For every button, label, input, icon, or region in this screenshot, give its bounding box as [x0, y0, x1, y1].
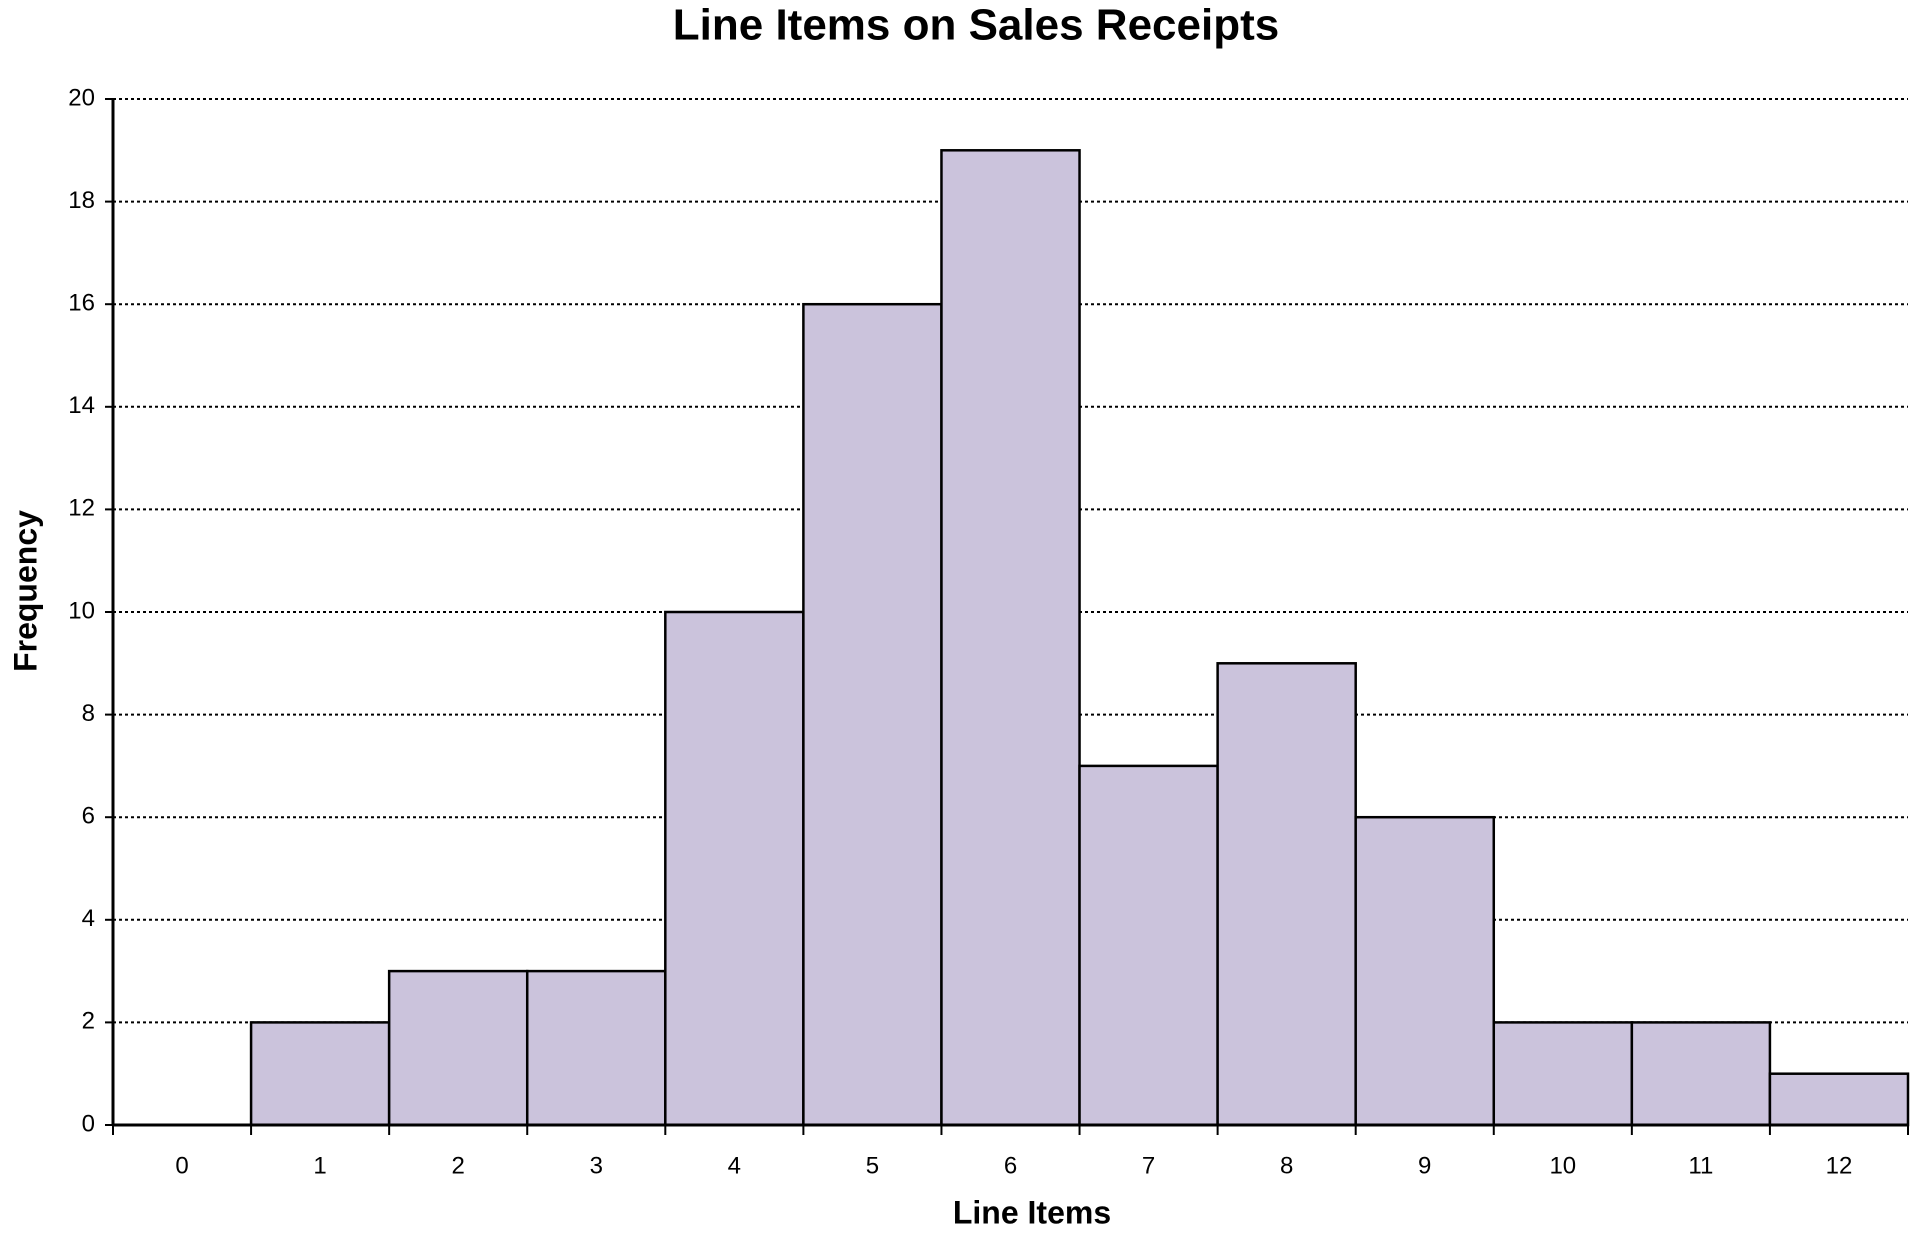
x-tick-label: 12 [1826, 1152, 1853, 1179]
x-tick-label: 9 [1418, 1152, 1431, 1179]
x-tick-label: 8 [1280, 1152, 1293, 1179]
y-tick-label: 12 [68, 495, 95, 522]
bar [940, 149, 1081, 1127]
y-tick-label: 8 [82, 700, 95, 727]
x-tick-label: 10 [1549, 1152, 1576, 1179]
y-tick-label: 20 [68, 84, 95, 111]
y-tick-label: 16 [68, 290, 95, 317]
x-tick-label: 4 [728, 1152, 741, 1179]
y-tick-label: 2 [82, 1008, 95, 1035]
bar [1630, 1021, 1772, 1127]
x-axis-label: Line Items [953, 1194, 1111, 1230]
y-tick-label: 10 [68, 597, 95, 624]
x-tick-label: 5 [866, 1152, 879, 1179]
bar [1078, 764, 1219, 1127]
y-tick-label: 4 [82, 905, 95, 932]
bar [525, 969, 667, 1127]
y-tick-label: 18 [68, 187, 95, 214]
y-tick-label: 6 [82, 803, 95, 830]
bar [387, 969, 529, 1127]
x-tick-label: 1 [313, 1152, 326, 1179]
bar [1354, 815, 1496, 1127]
y-axis-label: Frequency [7, 510, 43, 672]
bar [1492, 1021, 1634, 1127]
x-tick-label: 3 [590, 1152, 603, 1179]
x-tick-label: 7 [1142, 1152, 1155, 1179]
bar [1216, 662, 1357, 1127]
bar [1768, 1072, 1910, 1127]
bar [802, 302, 943, 1127]
bar [664, 610, 805, 1127]
y-tick-label: 14 [68, 392, 95, 419]
x-tick-label: 0 [175, 1152, 188, 1179]
bar [249, 1021, 391, 1127]
x-tick-label: 6 [1004, 1152, 1017, 1179]
x-tick-label: 2 [452, 1152, 465, 1179]
y-tick-label: 0 [82, 1110, 95, 1137]
x-tick-label: 11 [1688, 1152, 1713, 1179]
chart-title: Line Items on Sales Receipts [673, 1, 1279, 50]
